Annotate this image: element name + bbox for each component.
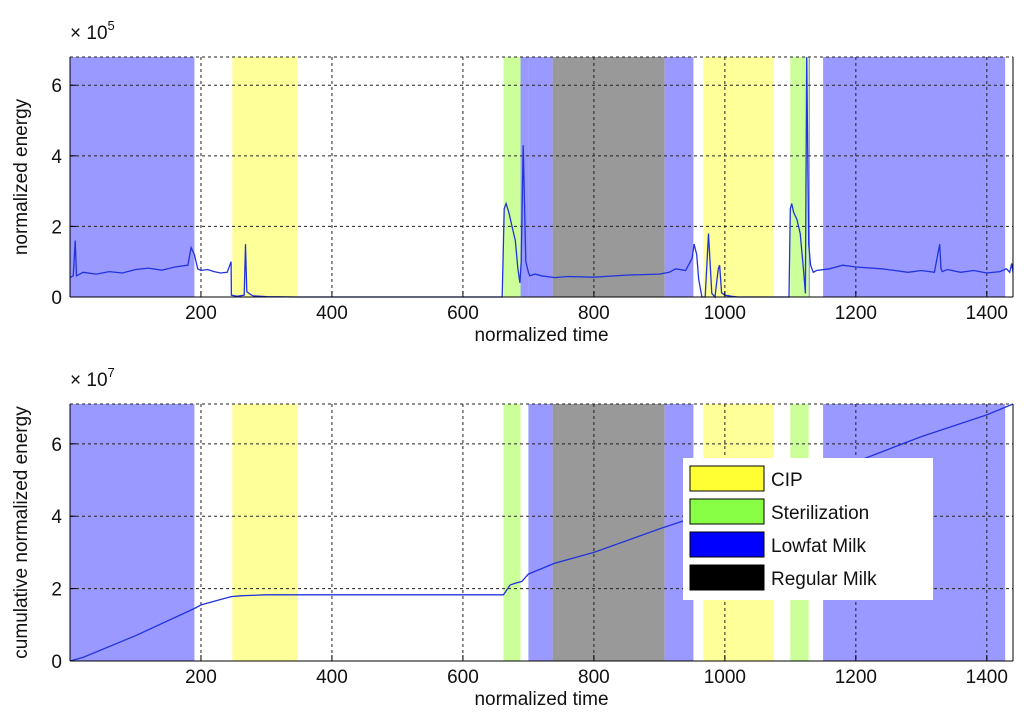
bottom-y-tick-label-3: 6 [51,435,62,456]
top-y-tick-label-0: 0 [51,288,62,309]
top-band-lowfat-milk-6 [664,57,694,297]
top-x-axis-label: normalized time [474,325,608,346]
bottom-band-sterilization-2 [503,404,521,661]
bottom-band-regular-milk-4 [552,404,665,661]
top-y-axis-label: normalized energy [11,98,32,255]
bottom-band-lowfat-milk-3 [528,404,553,661]
top-exponent-power: 5 [108,18,115,33]
bottom-x-tick-label-5: 1200 [835,667,877,688]
legend: CIP Sterilization Lowfat Milk Regular Milk [683,458,933,600]
cumulative-energy-chart: 200 400 600 800 1000 1200 1400 0 2 4 6 normalized … [11,365,1014,710]
top-grid [70,56,1013,297]
top-y-tick-label-1: 2 [51,217,62,238]
top-series-line-0 [69,56,1014,299]
bottom-x-axis-label: normalized time [474,689,608,710]
bottom-y-tick-label-2: 4 [51,507,62,528]
bottom-x-tick-label-3: 800 [578,667,610,688]
top-band-cip-7 [703,57,774,297]
legend-label-lowfat-milk: Lowfat Milk [771,536,867,557]
top-x-tick-label-6: 1400 [966,303,1008,324]
bottom-x-tick-label-1: 400 [316,667,348,688]
legend-label-sterilization: Sterilization [771,503,869,524]
top-band-lowfat-milk-9 [808,57,810,297]
top-x-tick-label-5: 1200 [835,303,877,324]
bottom-x-tick-label-2: 600 [447,667,479,688]
bottom-x-tick-label-0: 200 [185,667,217,688]
top-x-tick-label-2: 600 [447,303,479,324]
bottom-ticks: 200 400 600 800 1000 1200 1400 0 2 4 6 [51,404,1014,688]
bottom-y-axis-label: cumulative normalized energy [11,406,32,659]
bottom-x-tick-label-6: 1400 [966,667,1008,688]
top-x-tick-label-0: 200 [185,303,217,324]
legend-label-regular-milk: Regular Milk [771,569,877,590]
bottom-y-tick-label-0: 0 [51,652,62,673]
legend-label-cip: CIP [771,470,803,491]
top-band-cip-1 [232,57,298,297]
legend-swatch-lowfat-milk [689,531,765,558]
bottom-exponent-base: × 10 [70,370,108,391]
top-exponent-base: × 10 [70,23,108,44]
top-ticks: 200 400 600 800 1000 1200 1400 0 2 4 6 [51,57,1014,324]
top-band-lowfat-milk-0 [70,57,195,297]
bottom-exponent-power: 7 [108,365,115,380]
legend-swatch-regular-milk [689,564,765,591]
bottom-activity-bands [70,404,1006,661]
top-band-sterilization-8 [790,57,809,297]
bottom-y-tick-label-1: 2 [51,580,62,601]
top-band-sterilization-2 [503,57,521,297]
top-x-tick-label-1: 400 [316,303,348,324]
bottom-x-tick-label-4: 1000 [704,667,746,688]
bottom-band-lowfat-milk-0 [70,404,195,661]
top-x-tick-label-4: 1000 [704,303,746,324]
top-band-lowfat-milk-10 [823,57,1006,297]
top-y-tick-label-3: 6 [51,76,62,97]
top-x-tick-label-3: 800 [578,303,610,324]
top-series [69,56,1014,299]
bottom-band-cip-1 [232,404,298,661]
top-activity-bands [70,57,1006,297]
top-exponent-label: × 105 [70,18,115,44]
top-y-tick-label-2: 4 [51,147,62,168]
top-band-lowfat-milk-4 [528,57,553,297]
energy-chart: 200 400 600 800 1000 1200 1400 0 2 4 6 normalized … [11,18,1014,346]
legend-swatch-cip [689,465,765,492]
bottom-exponent-label: × 107 [70,365,115,391]
legend-swatch-sterilization [689,498,765,525]
top-band-regular-milk-5 [552,57,665,297]
